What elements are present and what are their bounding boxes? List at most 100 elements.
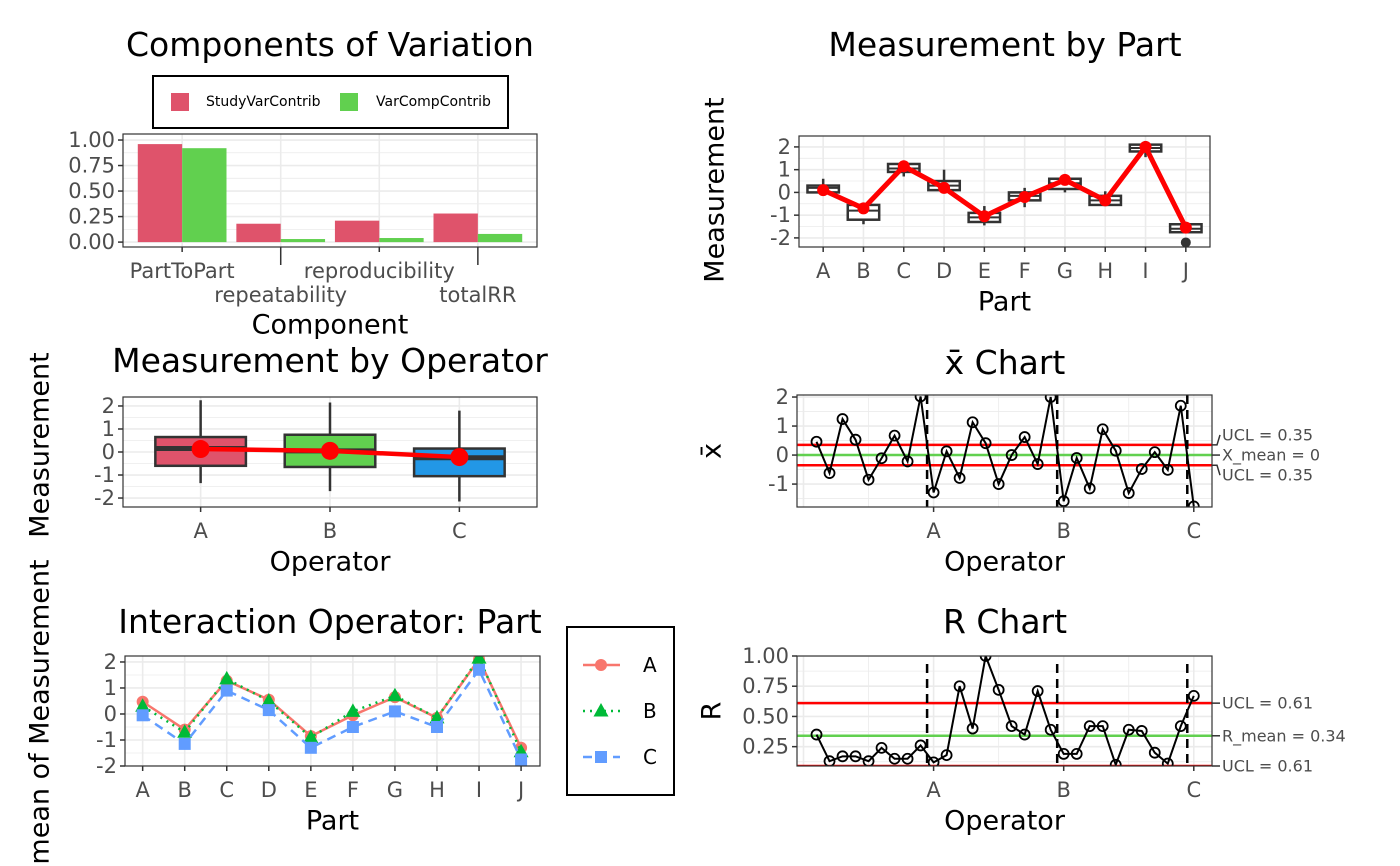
y-tick-label: 1 — [778, 158, 791, 182]
y-axis-title: Measurement — [25, 352, 56, 537]
chart-title: Interaction Operator: Part — [118, 602, 541, 641]
data-point — [966, 722, 979, 735]
data-point — [979, 656, 992, 662]
y-tick-label: 2 — [104, 650, 117, 674]
x-tick-label: D — [936, 259, 952, 283]
series-point-C — [178, 737, 191, 750]
chart-title: Measurement by Operator — [112, 341, 548, 380]
series-point-C — [430, 720, 443, 733]
x-tick-label: G — [1057, 259, 1073, 283]
mean-point — [321, 441, 339, 460]
data-point — [1187, 689, 1200, 702]
x-tick-label: B — [323, 519, 337, 543]
x-tick-label: G — [387, 778, 403, 802]
control-line-label: UCL = 0.35 — [1222, 425, 1313, 444]
x-tick-label: A — [135, 778, 150, 802]
data-point — [1044, 723, 1057, 736]
data-point — [1109, 444, 1122, 457]
series-point-C — [473, 663, 486, 676]
x-tick-label: C — [1186, 519, 1201, 543]
data-point — [810, 435, 823, 448]
y-tick-label: 0 — [104, 702, 117, 726]
data-point — [1083, 482, 1096, 495]
legend-key-marker — [595, 751, 607, 763]
data-point — [901, 455, 914, 468]
chart-title: R Chart — [943, 602, 1067, 641]
x-tick-label: A — [193, 519, 208, 543]
data-point — [1096, 720, 1109, 733]
data-point — [1057, 495, 1070, 507]
data-point — [1083, 720, 1096, 733]
legend-label: VarCompContrib — [376, 94, 491, 110]
y-tick-label: -2 — [94, 486, 115, 510]
x-axis-title: Operator — [270, 547, 392, 578]
data-point — [836, 413, 849, 425]
mean-point — [817, 184, 830, 197]
panel-border — [798, 135, 1211, 248]
y-tick-label: 0.75 — [742, 674, 789, 698]
mean-point — [938, 181, 951, 194]
panel-background — [797, 656, 1212, 766]
x-tick-label: I — [476, 778, 482, 802]
y-tick-label: -2 — [96, 754, 117, 778]
data-point — [836, 750, 849, 763]
series-point-B — [471, 656, 487, 664]
bar-VarCompContrib-PartToPart — [182, 148, 227, 243]
x-tick-label: J — [516, 778, 524, 802]
data-point — [1005, 720, 1018, 733]
x-tick-label: D — [261, 778, 277, 802]
data-point — [953, 680, 966, 693]
y-tick-label: 0 — [102, 440, 115, 464]
mean-point — [1018, 190, 1031, 203]
series-point-B — [219, 670, 235, 685]
x-tick-label: I — [1142, 259, 1148, 283]
data-point — [992, 683, 1005, 696]
y-tick-label: 0.00 — [68, 230, 115, 254]
x-tick-label: C — [219, 778, 234, 802]
series-point-C — [346, 720, 359, 733]
mean-point — [897, 160, 910, 173]
y-tick-label: 0 — [778, 180, 791, 204]
x-axis-title: Operator — [944, 806, 1066, 837]
data-point — [862, 755, 875, 766]
series-point-C — [136, 709, 149, 722]
data-point — [875, 452, 888, 465]
data-point — [979, 437, 992, 450]
data-point — [927, 756, 940, 766]
series-point-C — [304, 741, 317, 754]
data-point — [1070, 748, 1083, 760]
bar-StudyVarContrib-reproducibility — [334, 220, 380, 243]
legend-key-marker — [593, 703, 609, 717]
mean-point — [1099, 194, 1112, 207]
panel-4: UCL = 0.61 R_mean = 0.34 UCL = 0.61 0.25 0.5… — [697, 602, 1346, 837]
grid — [799, 136, 1210, 247]
data-point — [1161, 463, 1174, 476]
legend-label: StudyVarContrib — [206, 94, 321, 110]
legend-key-marker — [595, 659, 607, 671]
x-tick-label: A — [926, 778, 941, 802]
series-point-C — [262, 704, 275, 717]
chart-title: x̄ Chart — [945, 343, 1066, 382]
data-point — [927, 486, 940, 499]
data-point — [1109, 758, 1122, 766]
series-point-B — [303, 729, 319, 743]
grid — [797, 656, 1212, 766]
mean-point — [857, 202, 870, 215]
x-axis-title: Part — [306, 806, 359, 837]
data-point — [1057, 748, 1070, 760]
mean-line — [822, 142, 1189, 229]
control-line-label: UCL = 0.61 — [1222, 694, 1313, 713]
series-line-C — [141, 667, 523, 761]
y-tick-label: 2 — [776, 385, 789, 409]
series-line-A — [141, 656, 523, 749]
y-tick-label: 1 — [104, 676, 117, 700]
bar-VarCompContrib-reproducibility — [379, 238, 424, 243]
data-point — [1070, 452, 1083, 464]
data-point — [992, 478, 1005, 490]
mean-point — [1179, 221, 1192, 234]
mean-point — [978, 210, 991, 223]
data-point — [823, 467, 836, 479]
